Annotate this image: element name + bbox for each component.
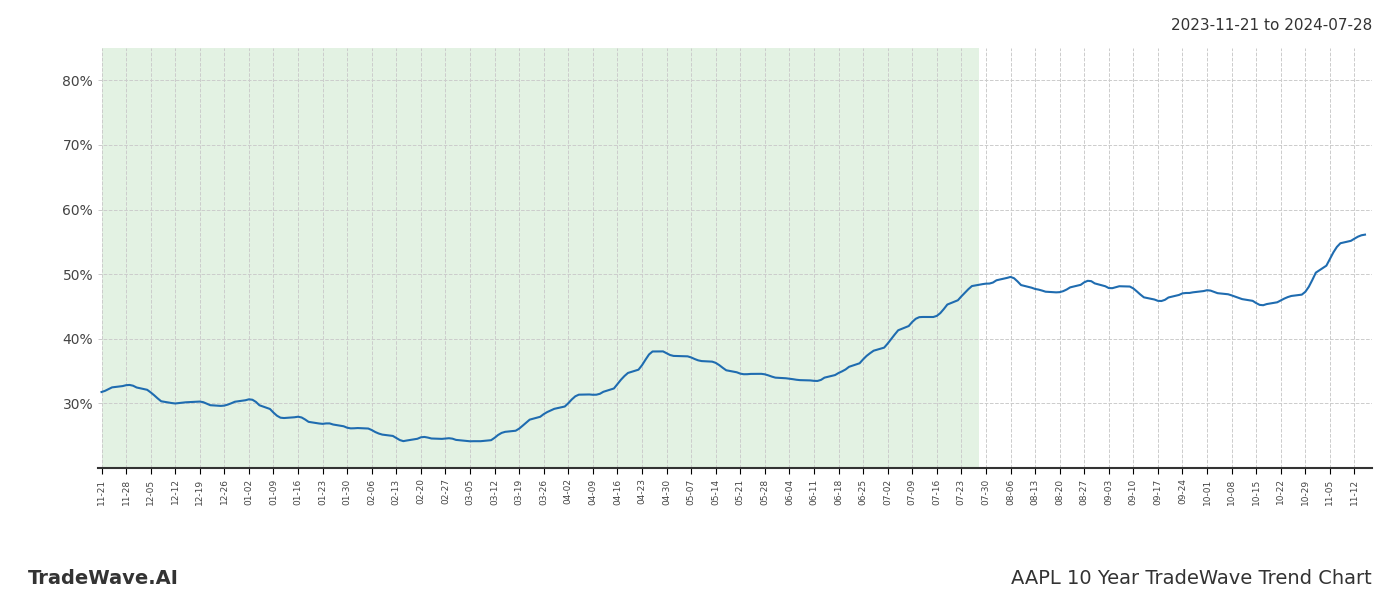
Bar [102, 48, 979, 468]
Text: 2023-11-21 to 2024-07-28: 2023-11-21 to 2024-07-28 [1170, 18, 1372, 33]
Text: AAPL 10 Year TradeWave Trend Chart: AAPL 10 Year TradeWave Trend Chart [1011, 569, 1372, 588]
Text: TradeWave.AI: TradeWave.AI [28, 569, 179, 588]
